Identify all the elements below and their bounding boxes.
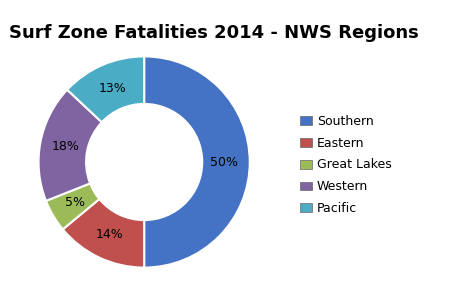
Text: Surf Zone Fatalities 2014 - NWS Regions: Surf Zone Fatalities 2014 - NWS Regions	[9, 24, 419, 42]
Text: 50%: 50%	[210, 155, 239, 169]
Text: 14%: 14%	[96, 228, 124, 241]
Wedge shape	[39, 90, 102, 201]
Text: 13%: 13%	[99, 82, 126, 95]
Wedge shape	[144, 56, 250, 268]
Wedge shape	[46, 183, 100, 229]
Text: 5%: 5%	[65, 196, 85, 209]
Legend: Southern, Eastern, Great Lakes, Western, Pacific: Southern, Eastern, Great Lakes, Western,…	[294, 110, 397, 220]
Wedge shape	[63, 199, 144, 268]
Text: 18%: 18%	[51, 140, 79, 154]
Wedge shape	[67, 56, 144, 122]
